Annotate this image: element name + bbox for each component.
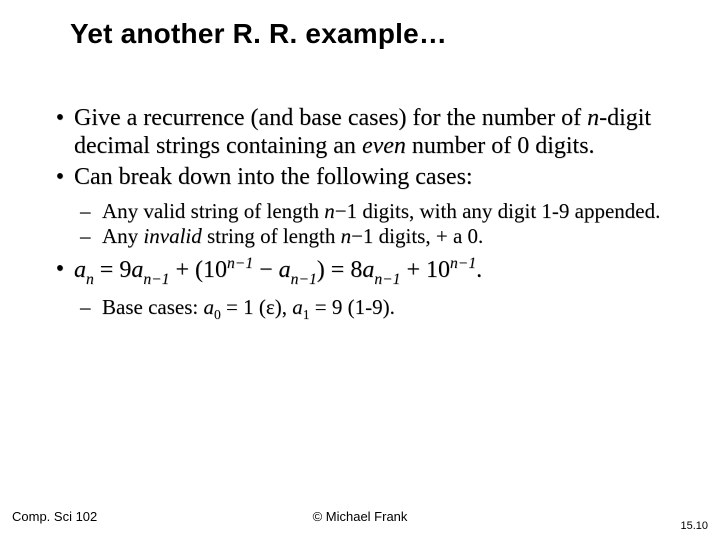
bullet-1-text: Give a recurrence (and base cases) for t…	[74, 104, 680, 161]
equation-text: an = 9an−1 + (10n−1 − an−1) = 8an−1 + 10…	[74, 255, 680, 288]
bullet-1: • Give a recurrence (and base cases) for…	[46, 104, 680, 161]
sub-bullet-2: – Any invalid string of length n−1 digit…	[80, 224, 680, 249]
footer-center: © Michael Frank	[313, 509, 408, 524]
bullet-2: • Can break down into the following case…	[46, 163, 680, 191]
footer-left: Comp. Sci 102	[12, 509, 97, 524]
dash-marker: –	[80, 224, 102, 249]
sub-bullet-1: – Any valid string of length n−1 digits,…	[80, 199, 680, 224]
sub-bullet-2-text: Any invalid string of length n−1 digits,…	[102, 224, 680, 249]
slide-title: Yet another R. R. example…	[70, 18, 680, 50]
content: • Give a recurrence (and base cases) for…	[40, 104, 680, 323]
footer-right: 15.10	[680, 520, 708, 532]
sub-bullet-3: – Base cases: a0 = 1 (ε), a1 = 9 (1-9).	[80, 295, 680, 324]
bullet-marker: •	[46, 163, 74, 191]
slide: Yet another R. R. example… • Give a recu…	[0, 0, 720, 540]
sub-bullet-1-text: Any valid string of length n−1 digits, w…	[102, 199, 680, 224]
bullet-marker: •	[46, 255, 74, 288]
bullet-2-text: Can break down into the following cases:	[74, 163, 680, 191]
dash-marker: –	[80, 295, 102, 324]
bullet-3: • an = 9an−1 + (10n−1 − an−1) = 8an−1 + …	[46, 255, 680, 288]
base-cases-text: Base cases: a0 = 1 (ε), a1 = 9 (1-9).	[102, 295, 680, 324]
bullet-marker: •	[46, 104, 74, 161]
dash-marker: –	[80, 199, 102, 224]
